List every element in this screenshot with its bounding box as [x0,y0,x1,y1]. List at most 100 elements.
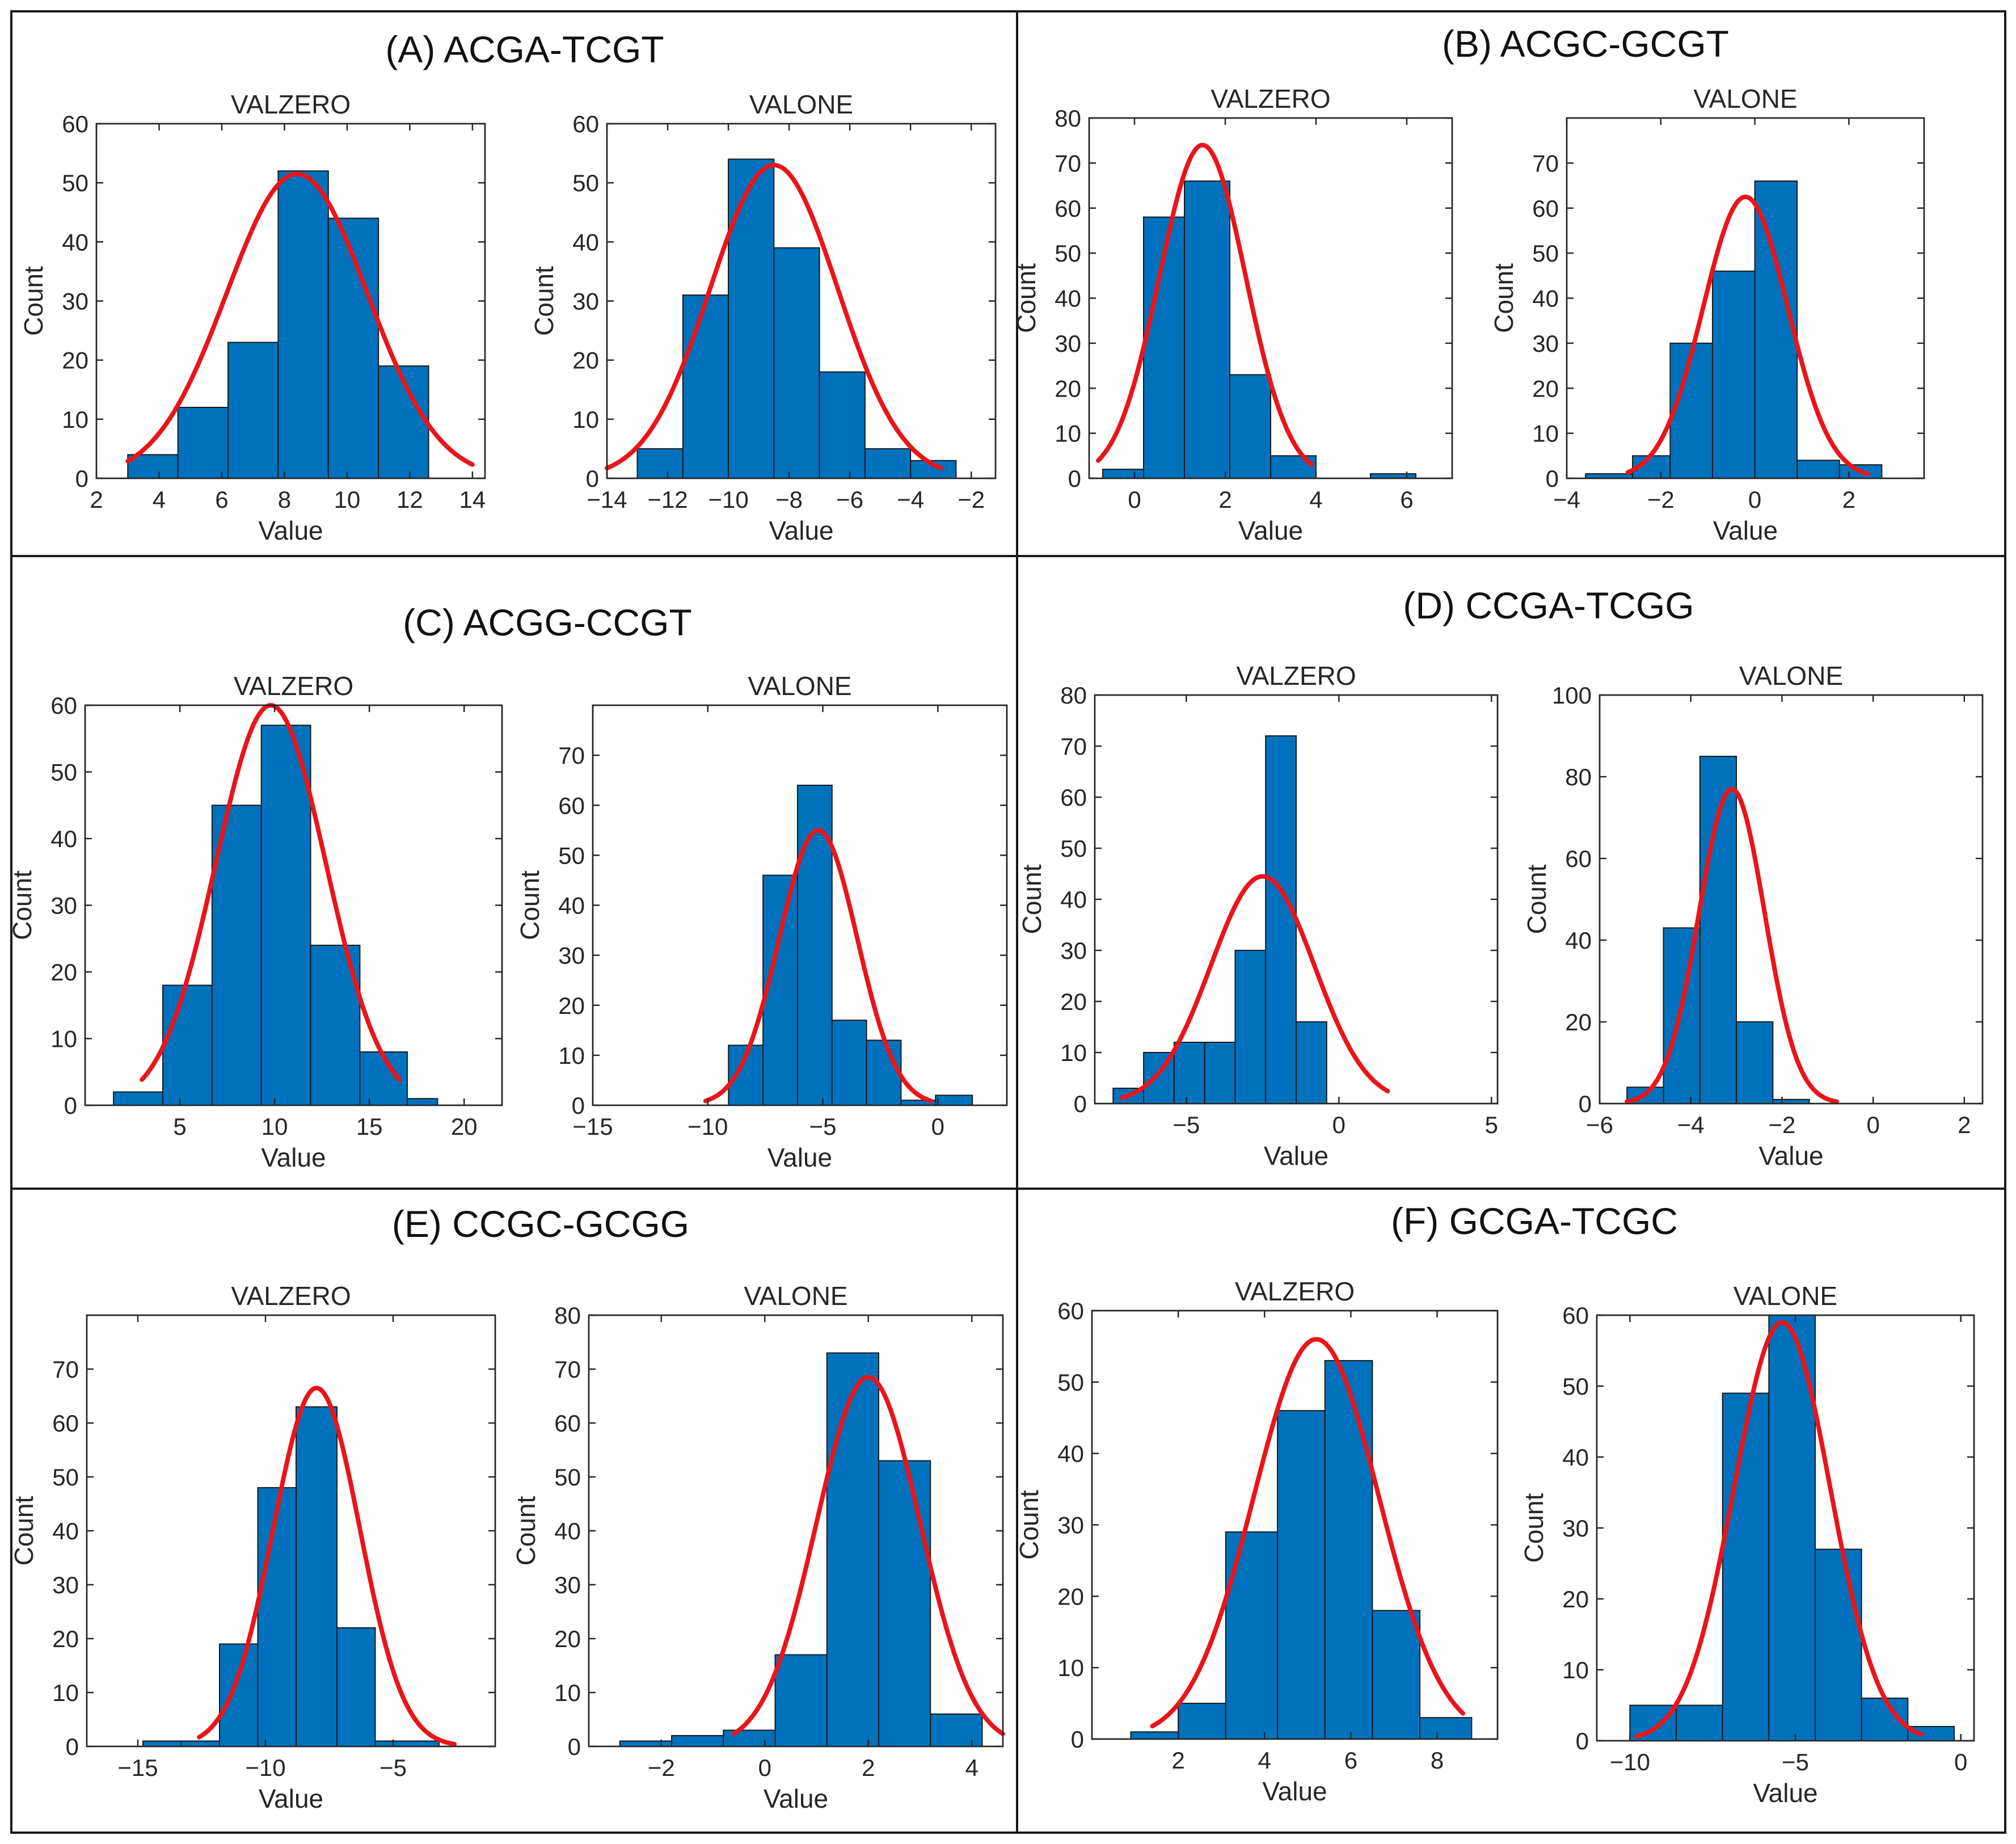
histogram-bar [1229,374,1271,479]
y-tick-label: 60 [554,1410,581,1437]
histogram-bar [180,1740,220,1747]
subplot-title: VALONE [748,671,851,701]
subplot-title: VALONE [1739,661,1843,691]
panel-c: (C) ACGG-CCGT 5 10 15 20 0 10 20 30 40 50 60 VALZERO… [7,555,1018,1190]
panel-e: (E) CCGC-GCGG−15 −10 −5010203040506070VALZ… [9,1188,1018,1834]
y-tick-label: 60 [1055,195,1081,222]
normal-fit-curve [1150,1337,1466,1729]
y-tick-label: 20 [558,992,585,1019]
histogram-bar [864,448,912,479]
y-tick-label: 60 [572,111,599,137]
y-tick-label: 0 [66,1733,79,1760]
x-tick-label: 0 [1866,1112,1879,1138]
histogram-bar [113,1091,163,1106]
x-tick-label: 0 [1748,486,1761,513]
histogram-bar [227,342,279,479]
histogram-bar [1265,735,1297,1104]
normal-fit-curve [1625,786,1839,1104]
normal-fit-curve [703,828,934,1104]
histogram-bar [878,1460,931,1747]
y-tick-label: 10 [1055,420,1081,447]
y-tick-label: 30 [572,288,599,315]
y-tick-label: 0 [1546,465,1559,492]
histogram-bar [1102,469,1144,479]
x-tick-label: 0 [758,1754,771,1781]
y-axis-label: Count [515,870,545,940]
y-tick-label: 0 [568,1733,581,1760]
histogram-bar [1736,1021,1774,1104]
histogram-bar [296,1406,338,1747]
histogram-bar [935,1094,973,1106]
x-tick-label: −4 [897,486,924,513]
x-tick-label: −15 [572,1113,613,1140]
histogram-bar [682,294,729,479]
histogram-bar [1130,1731,1179,1740]
y-tick-label: 0 [64,1092,77,1119]
y-tick-label: 60 [50,692,77,719]
subplot-title: VALONE [1734,1281,1837,1311]
histogram-bar [177,407,229,479]
normal-fit-curve [731,1375,1005,1736]
panel-title: (F) GCGA-TCGC [1391,1200,1678,1242]
x-axis-label: Value [261,1143,326,1172]
y-tick-label: 10 [558,1042,585,1069]
x-tick-label: −15 [117,1754,158,1781]
y-tick-label: 80 [554,1302,581,1329]
y-tick-label: 70 [1532,150,1559,176]
y-tick-label: 0 [572,1092,585,1119]
y-tick-label: 50 [1055,240,1081,267]
y-tick-label: 20 [62,347,88,374]
subplot-title: VALZERO [234,671,353,701]
y-tick-label: 0 [1576,1728,1589,1754]
subplot-valzero: −15 −10 −5 0 10 20 30 40 50 60 70 VALZERO Value Count [9,1281,496,1813]
x-tick-label: 14 [459,486,486,513]
x-axis-label: Value [1758,1141,1823,1171]
x-axis-label: Value [1753,1778,1817,1808]
histogram-bar [1796,460,1840,479]
y-tick-label: 50 [1057,1369,1084,1396]
y-tick-label: 80 [1060,682,1087,709]
x-tick-label: 8 [278,486,291,513]
x-axis-label: Value [1238,516,1303,545]
subplot-title: VALONE [744,1281,847,1311]
histogram-bar [1296,1021,1327,1104]
histogram-bar [1669,342,1713,479]
x-axis-label: Value [764,1784,828,1813]
x-tick-label: −10 [1610,1749,1650,1775]
x-tick-label: −6 [836,486,863,513]
histogram-bar [1815,1548,1862,1741]
subplot-valone: −10 −5 0 0 10 20 30 40 50 60 VALONE Value Count [1519,1281,1975,1808]
histogram-bar [219,1643,259,1747]
x-axis-label: Value [1262,1776,1327,1806]
y-tick-label: 60 [1057,1298,1084,1324]
y-tick-label: 20 [52,1626,79,1652]
histogram-bar [636,448,684,479]
x-tick-label: −5 [1782,1749,1809,1775]
x-tick-label: 5 [173,1113,186,1140]
histogram-bar [142,1740,182,1747]
y-tick-label: 40 [1532,285,1559,312]
y-axis-label: Count [9,1496,39,1565]
y-tick-label: 30 [1057,1512,1084,1539]
histogram-bar [1419,1717,1473,1740]
y-tick-label: 40 [1060,886,1087,913]
y-tick-label: 20 [572,347,599,374]
histogram-bar [406,1098,438,1106]
x-tick-label: 6 [215,486,228,513]
y-tick-label: 30 [52,1572,79,1598]
y-axis-label: Count [1522,864,1551,934]
y-tick-label: 40 [52,1518,79,1544]
y-axis-label: Count [7,870,37,940]
y-tick-label: 80 [1055,105,1081,132]
y-tick-label: 70 [52,1356,79,1383]
histogram-bar [336,1627,376,1747]
subplot-valzero: 2 4 6 8 0 10 20 30 40 50 60 VALZERO Value Count [1014,1277,1499,1806]
y-tick-label: 30 [558,942,585,969]
histogram-bar [1277,1410,1326,1740]
y-tick-label: 60 [62,111,88,137]
panel-title: (B) ACGC-GCGT [1442,23,1729,65]
y-tick-label: 20 [1057,1583,1084,1610]
